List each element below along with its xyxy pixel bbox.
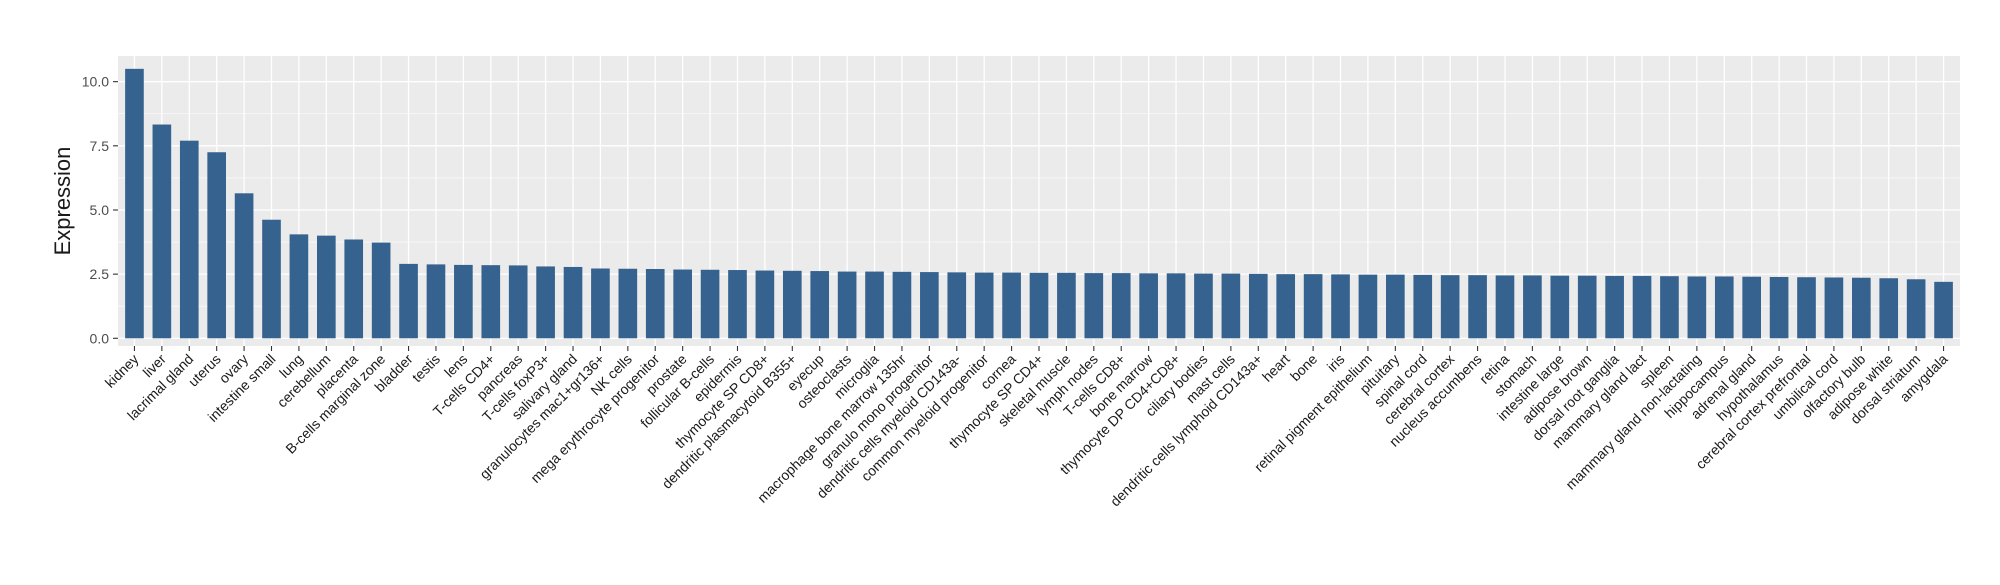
bar xyxy=(837,271,857,339)
bar xyxy=(1824,277,1844,339)
bar xyxy=(947,272,967,339)
bar xyxy=(865,271,884,339)
y-tick-label: 7.5 xyxy=(90,138,110,154)
bar xyxy=(152,124,172,339)
bar xyxy=(1468,275,1487,339)
bar xyxy=(207,152,226,339)
bar xyxy=(1687,276,1707,339)
bar xyxy=(1386,274,1405,339)
bars xyxy=(125,68,1953,339)
x-tick-label: bone xyxy=(1287,351,1320,384)
bar xyxy=(1769,276,1789,339)
bar xyxy=(1057,272,1076,339)
y-tick-label: 5.0 xyxy=(90,202,110,218)
bar xyxy=(1413,274,1433,339)
bar xyxy=(1002,272,1021,339)
bar xyxy=(618,268,638,339)
bar xyxy=(1331,274,1350,339)
bar xyxy=(1248,273,1268,339)
bar xyxy=(426,264,446,339)
bar xyxy=(1577,275,1597,339)
bar xyxy=(645,269,665,339)
bar xyxy=(262,219,281,339)
bar xyxy=(1358,274,1378,339)
bar xyxy=(1111,273,1131,339)
bar xyxy=(1440,275,1460,339)
bar xyxy=(1029,272,1049,339)
y-tick-label: 2.5 xyxy=(90,266,110,282)
bar xyxy=(317,235,336,339)
bar xyxy=(1852,277,1871,339)
bar xyxy=(454,264,473,339)
bar xyxy=(399,263,418,339)
bar xyxy=(508,265,528,339)
bar xyxy=(563,266,583,339)
bar xyxy=(536,266,555,339)
bar xyxy=(125,68,144,339)
bar xyxy=(481,265,501,339)
bar xyxy=(810,271,830,339)
bar xyxy=(755,270,775,339)
bar xyxy=(1084,273,1104,339)
bar xyxy=(920,272,939,339)
bar xyxy=(1139,273,1158,339)
x-tick-label: testis xyxy=(409,351,443,385)
bar xyxy=(1303,274,1323,339)
bar xyxy=(892,271,912,339)
bar xyxy=(1194,273,1213,339)
bar xyxy=(1605,275,1624,339)
y-axis: 0.0 2.5 5.0 7.5 10.0 xyxy=(82,74,118,346)
bar xyxy=(728,270,747,339)
y-axis-title: Expression xyxy=(50,147,75,256)
bar xyxy=(1660,276,1679,339)
bar xyxy=(974,272,994,339)
bar xyxy=(1166,273,1186,339)
bar xyxy=(1797,277,1816,339)
bar xyxy=(344,239,364,339)
bar xyxy=(673,269,692,339)
bar xyxy=(591,268,610,339)
bar xyxy=(700,269,720,339)
bar xyxy=(1714,276,1734,339)
bar xyxy=(1221,273,1241,339)
bar xyxy=(1934,281,1953,339)
bar xyxy=(1276,274,1296,339)
x-tick-label: heart xyxy=(1259,351,1293,385)
bar xyxy=(1550,275,1570,339)
bar xyxy=(782,270,802,339)
bar xyxy=(1495,275,1515,339)
bar xyxy=(289,234,309,339)
bar xyxy=(234,193,254,339)
bar xyxy=(1742,276,1761,339)
x-tick-label: kidney xyxy=(102,351,142,391)
y-tick-label: 10.0 xyxy=(82,74,109,90)
bar xyxy=(1632,275,1652,339)
bar xyxy=(1906,279,1926,339)
bar xyxy=(371,242,391,339)
bar xyxy=(179,140,199,339)
y-tick-label: 0.0 xyxy=(90,330,110,346)
bar xyxy=(1879,278,1899,339)
bar xyxy=(1523,275,1542,339)
